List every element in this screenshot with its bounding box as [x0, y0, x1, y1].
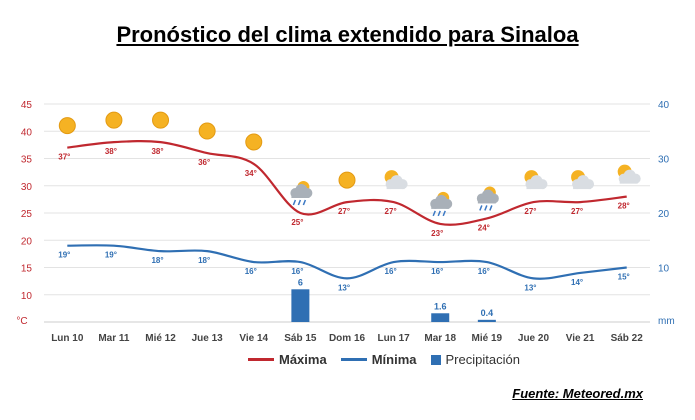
left-tick-label: 35 [21, 155, 33, 166]
x-tick-label: Sáb 15 [284, 333, 317, 344]
min-data-label: 13° [524, 283, 536, 292]
min-data-label: 14° [571, 278, 583, 287]
x-tick-label: Vie 14 [239, 333, 268, 344]
legend-swatch-min [340, 358, 367, 361]
left-tick-label: 30 [21, 182, 33, 193]
precip-data-label: 6 [298, 277, 303, 287]
legend-item-max: Máxima [248, 352, 327, 367]
x-tick-label: Mié 12 [145, 333, 176, 344]
min-data-label: 16° [291, 267, 303, 276]
right-tick-label: 30 [658, 155, 670, 166]
x-tick-label: Jue 13 [192, 333, 224, 344]
max-data-label: 25° [291, 218, 303, 227]
min-data-label: 16° [478, 267, 490, 276]
page-title: Pronóstico del clima extendido para Sina… [0, 22, 695, 48]
min-data-label: 16° [385, 267, 397, 276]
rain-cloud-icon [476, 186, 499, 211]
partly-cloudy-icon [384, 170, 408, 190]
max-data-label: 38° [105, 147, 117, 156]
rain-cloud-icon [430, 191, 453, 217]
precip-bar [477, 319, 496, 322]
max-data-label: 28° [618, 202, 630, 211]
x-tick-label: Lun 10 [51, 333, 84, 344]
right-tick-label: 40 [658, 100, 670, 111]
min-data-label: 19° [58, 251, 70, 260]
left-tick-label: 15 [21, 264, 33, 275]
legend-swatch-precip [430, 354, 441, 365]
precip-data-label: 1.6 [434, 301, 447, 311]
max-data-label: 38° [151, 147, 163, 156]
min-data-label: 13° [338, 283, 350, 292]
x-tick-label: Mar 18 [424, 333, 456, 344]
left-tick-label: 25 [21, 209, 33, 220]
min-data-label: 15° [618, 273, 630, 282]
rain-cloud-icon [290, 181, 313, 206]
legend-item-min: Mínima [340, 352, 417, 367]
min-data-label: 18° [151, 256, 163, 265]
sun-icon [198, 122, 216, 140]
page-title-text: Pronóstico del clima extendido para Sina… [116, 22, 579, 47]
partly-cloudy-icon [617, 164, 641, 184]
max-data-label: 37° [58, 153, 70, 162]
left-axis-unit: °C [16, 316, 27, 327]
max-data-label: 36° [198, 158, 210, 167]
max-data-label: 27° [571, 207, 583, 216]
min-data-label: 18° [198, 256, 210, 265]
sun-icon [152, 111, 170, 129]
max-data-label: 23° [431, 229, 443, 238]
legend-swatch-max [248, 358, 274, 361]
sun-icon [245, 133, 263, 151]
min-data-label: 16° [245, 267, 257, 276]
left-tick-label: 20 [21, 236, 33, 247]
sun-icon [338, 171, 356, 189]
min-data-label: 16° [431, 267, 443, 276]
x-tick-label: Sáb 22 [611, 333, 644, 344]
sun-icon [105, 111, 123, 129]
precip-bar [291, 289, 310, 322]
sun-icon [58, 117, 76, 135]
max-data-label: 27° [385, 207, 397, 216]
precip-data-label: 0.4 [481, 308, 494, 318]
chart-legend: Máxima Mínima Precipitación [248, 352, 534, 367]
legend-label-precip: Precipitación [445, 352, 520, 367]
legend-label-max: Máxima [279, 352, 327, 367]
max-data-label: 24° [478, 223, 490, 232]
right-tick-label: 20 [658, 209, 670, 220]
min-data-label: 19° [105, 251, 117, 260]
max-data-label: 34° [245, 169, 257, 178]
x-tick-label: Lun 17 [377, 333, 410, 344]
legend-item-precip: Precipitación [430, 352, 520, 367]
x-tick-label: Vie 21 [566, 333, 595, 344]
x-tick-label: Mar 11 [98, 333, 130, 344]
x-tick-label: Dom 16 [329, 333, 366, 344]
partly-cloudy-icon [524, 170, 548, 190]
left-tick-label: 40 [21, 127, 33, 138]
left-tick-label: 10 [21, 291, 33, 302]
precip-bar [431, 313, 450, 322]
partly-cloudy-icon [571, 170, 595, 190]
max-data-label: 27° [338, 207, 350, 216]
right-tick-label: 10 [658, 264, 670, 275]
legend-label-min: Mínima [371, 352, 417, 367]
left-tick-label: 45 [21, 100, 33, 111]
right-axis-unit: mm [658, 316, 675, 327]
x-tick-label: Jue 20 [518, 333, 550, 344]
x-tick-label: Mié 19 [472, 333, 503, 344]
max-data-label: 27° [524, 207, 536, 216]
source-note: Fuente: Meteored.mx [512, 386, 643, 401]
